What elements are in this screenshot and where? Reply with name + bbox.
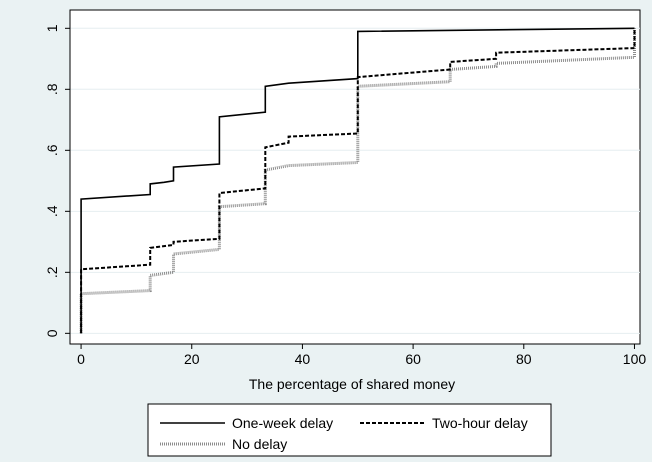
legend-label: No delay	[232, 436, 287, 452]
x-tick-label: 60	[405, 351, 421, 367]
series-line-solid	[80, 27, 635, 334]
y-tick-label: .6	[44, 144, 60, 156]
plot-area	[69, 9, 641, 345]
legend-items: One-week delay Two-hour delay No delay	[160, 415, 528, 452]
y-tick-label: .8	[44, 83, 60, 95]
gridlines	[70, 27, 640, 334]
legend-label: One-week delay	[232, 415, 333, 431]
x-tick-label: 100	[623, 351, 647, 367]
legend-box	[147, 403, 552, 457]
legend-label: Two-hour delay	[432, 415, 528, 431]
y-tick-label: .2	[44, 266, 60, 278]
y-tick-label: 1	[44, 24, 60, 32]
y-tick-label: .4	[44, 205, 60, 217]
series-line-dashed	[80, 28, 636, 334]
x-tick-label: 80	[516, 351, 532, 367]
series-layer	[79, 27, 636, 334]
axes: 0 .2 .4 .6 .8 1 0 20 40 60 80 100	[44, 10, 646, 367]
x-axis-title: The percentage of shared money	[249, 376, 455, 392]
x-tick-label: 40	[295, 351, 311, 367]
x-tick-label: 20	[184, 351, 200, 367]
y-tick-label: 0	[44, 329, 60, 337]
legend: One-week delay Two-hour delay No delay	[147, 403, 552, 457]
x-tick-label: 0	[77, 351, 85, 367]
